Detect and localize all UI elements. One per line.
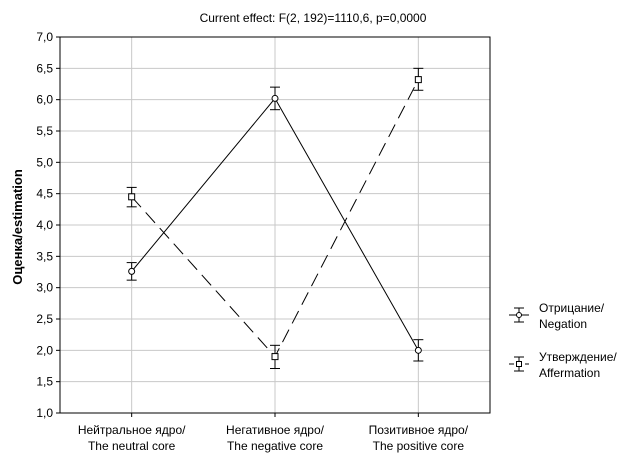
chart-title: Current effect: F(2, 192)=1110,6, p=0,00… [200, 11, 427, 25]
data-point-square [414, 76, 422, 84]
y-tick-label: 7,0 [36, 30, 53, 44]
y-tick-label: 3,0 [36, 281, 53, 295]
x-category-label: Нейтральное ядро/The neutral core [78, 423, 186, 453]
series-layer [126, 67, 424, 370]
x-category-label: Позитивное ядро/The positive core [369, 423, 469, 453]
y-axis-label: Оценка/estimation [10, 169, 25, 285]
data-point-circle [414, 346, 422, 354]
data-point-square [128, 193, 136, 201]
y-tick-label: 1,0 [36, 406, 53, 420]
legend-label: Отрицание/Negation [539, 301, 605, 331]
legend-marker-circle [516, 312, 522, 318]
plot-frame [59, 36, 491, 414]
legend-marker-square [516, 361, 522, 367]
data-point-circle [271, 94, 279, 102]
legend-label: Утверждение/Affermation [539, 350, 617, 380]
y-tick-label: 1,5 [36, 375, 53, 389]
y-tick-label: 2,5 [36, 312, 53, 326]
legend: Отрицание/Negation Утверждение/Affermatio… [509, 301, 617, 380]
y-tick-label: 6,5 [36, 61, 53, 75]
y-tick-label: 5,0 [36, 155, 53, 169]
series-0 [126, 86, 424, 362]
legend-item-1: Утверждение/Affermation [509, 350, 617, 380]
axes [56, 36, 491, 417]
series-1 [126, 67, 424, 370]
x-category-label: Негативное ядро/The negative core [226, 423, 325, 453]
y-tick-label: 4,5 [36, 187, 53, 201]
y-tick-label: 3,5 [36, 249, 53, 263]
y-tick-label: 4,0 [36, 218, 53, 232]
data-point-circle [128, 267, 136, 275]
tick-labels: 1,0 1,5 2,0 2,5 3,0 3,5 4,0 4,5 5,0 5,5 6,0 6,5 7,0 Н… [36, 30, 468, 453]
y-tick-label: 5,5 [36, 124, 53, 138]
legend-item-0: Отрицание/Negation [509, 301, 605, 331]
data-point-square [271, 353, 279, 361]
y-tick-label: 2,0 [36, 343, 53, 357]
y-tick-label: 6,0 [36, 93, 53, 107]
